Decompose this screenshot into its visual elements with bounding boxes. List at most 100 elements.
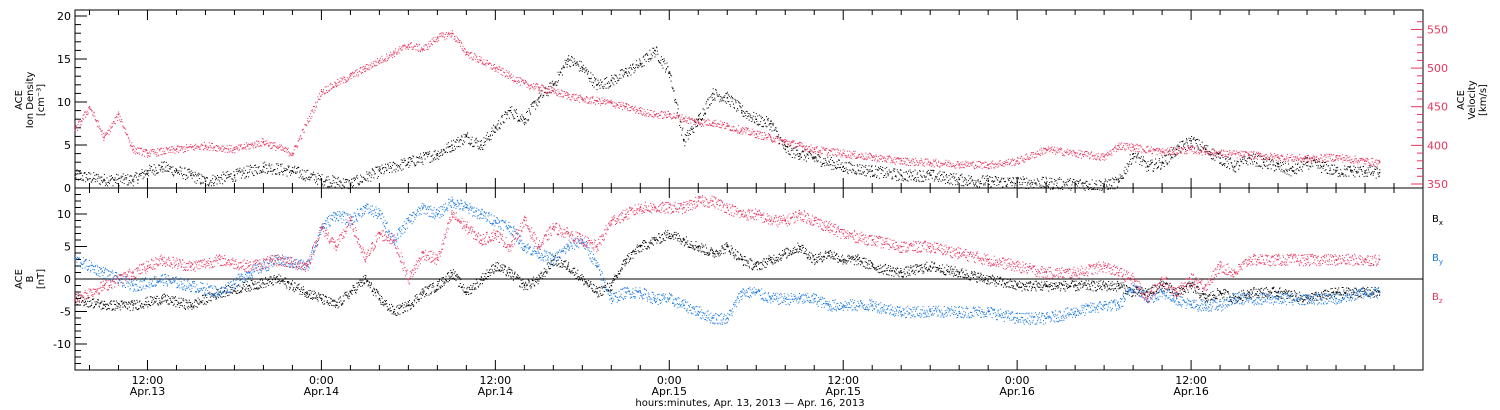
bz-point [770, 219, 772, 222]
bx-point [422, 291, 424, 293]
by-point [161, 278, 163, 280]
time-tick-label: 12:00 [132, 374, 164, 387]
by-point [538, 252, 540, 254]
by-point [1161, 291, 1163, 293]
bz-point [610, 219, 613, 222]
bz-point [523, 219, 526, 222]
by-point [523, 245, 526, 248]
bx-point [161, 297, 163, 300]
bz-point [1306, 258, 1308, 261]
by-point [1016, 317, 1018, 319]
legend-bz-main: B [1432, 292, 1439, 303]
bz-point [190, 265, 192, 267]
velocity-point [320, 90, 323, 93]
bx-point [364, 278, 366, 280]
velocity-point [712, 121, 714, 123]
velocity-point [103, 137, 105, 139]
legend-by-sub: y [1439, 258, 1443, 266]
ion-density-point [1364, 170, 1366, 172]
bx-point [581, 278, 584, 280]
date-tick-label: Apr.13 [130, 385, 166, 398]
by-point [741, 291, 743, 293]
ion-density-point [755, 118, 758, 120]
velocity-point [494, 67, 497, 69]
legend-bx-main: B [1432, 214, 1439, 225]
bz-point [306, 265, 308, 267]
bx-point [828, 252, 830, 254]
bz-point [277, 258, 279, 261]
ion-density-point [726, 97, 729, 99]
bx-point [610, 284, 613, 287]
ion-density-point [190, 174, 192, 176]
velocity-tick-label: 450 [1427, 101, 1448, 114]
legend-bx: Bx [1432, 214, 1443, 227]
bz-point [1161, 278, 1163, 280]
by-point [1074, 310, 1076, 313]
bx-point [1016, 284, 1018, 287]
velocity-point [393, 52, 395, 54]
date-tick-label: Apr.16 [999, 385, 1035, 398]
bx-point [1204, 297, 1207, 300]
density-label-line-2: Ion Density [25, 72, 36, 129]
bx-point [480, 278, 482, 280]
velocity-point [378, 59, 381, 62]
ion-density-point [784, 148, 787, 151]
ion-density-point [291, 170, 294, 172]
bz-point [1045, 271, 1047, 274]
bz-point [552, 226, 555, 228]
density-tick-label: 5 [64, 139, 71, 152]
velocity-point [1219, 152, 1221, 154]
bz-point [813, 219, 816, 222]
by-point [871, 304, 874, 306]
by-point [451, 200, 453, 202]
bz-point [929, 245, 931, 248]
ion-density-point [494, 127, 497, 129]
velocity-point [567, 94, 569, 96]
bz-point [639, 206, 642, 209]
ion-density-point [436, 153, 439, 155]
by-point [552, 258, 555, 261]
by-point [958, 310, 960, 313]
bz-point [1074, 271, 1076, 274]
velocity-label-line-3: [km/s] [1478, 84, 1489, 116]
velocity-point [610, 102, 613, 104]
bz-point [1233, 271, 1236, 274]
by-point [132, 284, 134, 287]
legend-bx-sub: x [1439, 219, 1443, 227]
velocity-point [1161, 150, 1163, 153]
ion-density-point [842, 165, 845, 168]
ion-density-point [204, 180, 207, 182]
velocity-point [291, 152, 294, 154]
bx-point [567, 265, 569, 267]
density-velocity-series [74, 30, 1381, 192]
density-tick-label: 15 [57, 53, 71, 66]
by-point [668, 297, 671, 300]
velocity-point [1045, 148, 1047, 151]
velocity-point [349, 75, 352, 77]
velocity-point [146, 152, 149, 154]
by-point [1132, 284, 1134, 287]
time-tick-label: 0:00 [1005, 374, 1030, 387]
velocity-point [74, 129, 76, 131]
velocity-point [929, 161, 931, 164]
bz-point [480, 239, 482, 241]
velocity-point [1118, 144, 1120, 147]
bx-point [436, 284, 439, 287]
bz-point [828, 226, 830, 228]
ion-density-point [1118, 181, 1120, 183]
ion-density-point [813, 157, 816, 159]
ion-density-point [1378, 171, 1381, 174]
velocity-tick-label: 350 [1427, 178, 1448, 191]
bx-point [900, 271, 902, 274]
bx-point [1248, 291, 1250, 293]
bx-point [639, 245, 642, 248]
bx-point [842, 258, 845, 261]
bz-point [132, 271, 134, 274]
velocity-point [451, 32, 453, 35]
bx-trace [75, 230, 1381, 316]
bx-point [1045, 284, 1047, 287]
bx-point [1118, 284, 1120, 287]
by-point [842, 304, 845, 306]
bz-point [465, 226, 468, 228]
